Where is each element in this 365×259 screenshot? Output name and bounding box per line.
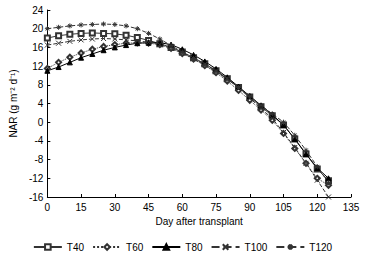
svg-text:15: 15 <box>76 202 88 213</box>
svg-text:8: 8 <box>38 79 44 90</box>
svg-text:60: 60 <box>177 202 189 213</box>
svg-text:T100: T100 <box>245 242 268 253</box>
svg-text:T80: T80 <box>185 242 203 253</box>
svg-text:-12: -12 <box>29 173 44 184</box>
svg-text:105: 105 <box>275 202 292 213</box>
svg-text:45: 45 <box>143 202 155 213</box>
svg-text:NAR (g m⁻² d⁻¹): NAR (g m⁻² d⁻¹) <box>8 69 19 137</box>
svg-text:16: 16 <box>32 42 44 53</box>
svg-text:-8: -8 <box>34 154 43 165</box>
svg-text:T60: T60 <box>126 242 144 253</box>
svg-text:4: 4 <box>38 98 44 109</box>
svg-text:0: 0 <box>45 202 51 213</box>
svg-text:90: 90 <box>244 202 256 213</box>
svg-text:20: 20 <box>32 23 44 34</box>
svg-text:30: 30 <box>109 202 121 213</box>
svg-text:T40: T40 <box>67 242 85 253</box>
svg-text:120: 120 <box>309 202 326 213</box>
svg-text:T120: T120 <box>309 242 332 253</box>
svg-text:24: 24 <box>32 5 44 16</box>
svg-text:12: 12 <box>32 61 44 72</box>
svg-text:135: 135 <box>343 202 360 213</box>
svg-text:-4: -4 <box>34 135 43 146</box>
svg-text:75: 75 <box>210 202 222 213</box>
svg-text:-16: -16 <box>29 192 44 203</box>
svg-text:0: 0 <box>38 117 44 128</box>
svg-text:Day after transplant: Day after transplant <box>156 216 243 227</box>
